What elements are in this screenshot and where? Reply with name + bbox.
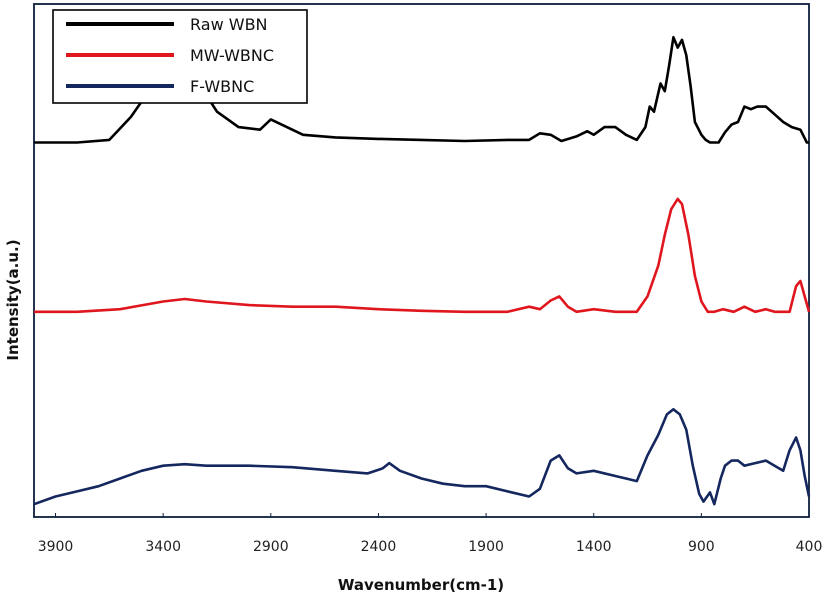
x-tick-label: 900	[688, 539, 715, 555]
series-line-1	[34, 36, 809, 144]
legend-label-1: Raw WBN	[190, 15, 268, 34]
x-axis-ticks: 3900 3400 2900 2400 1900 1400 900 400	[38, 513, 823, 555]
x-tick-label: 3900	[38, 539, 74, 555]
x-tick-label: 3400	[145, 539, 181, 555]
x-tick-label: 1400	[576, 539, 612, 555]
x-tick-label: 400	[796, 539, 823, 555]
x-tick-label: 2900	[253, 539, 289, 555]
legend-label-2: MW-WBNC	[190, 46, 274, 65]
series-line-3	[33, 408, 811, 506]
x-tick-label: 1900	[468, 539, 504, 555]
legend: Raw WBN MW-WBNC F-WBNC	[52, 9, 308, 104]
series-line-2	[34, 197, 811, 314]
series-group	[33, 36, 811, 506]
y-axis-title: Intensity(a.u.)	[4, 239, 22, 360]
legend-label-3: F-WBNC	[190, 77, 254, 96]
x-tick-label: 2400	[361, 539, 397, 555]
x-axis-title: Wavenumber(cm-1)	[338, 576, 504, 594]
